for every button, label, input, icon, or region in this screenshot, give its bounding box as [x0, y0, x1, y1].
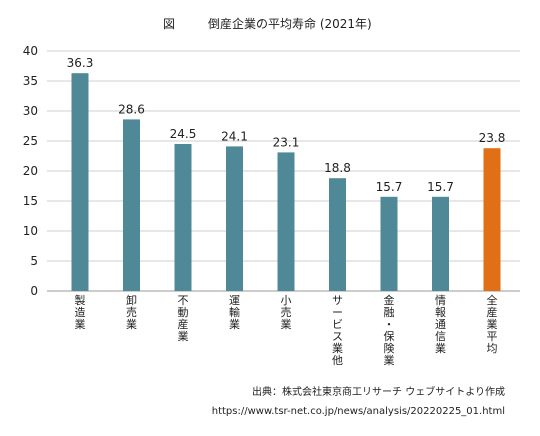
x-category-label: 小売業	[281, 294, 292, 331]
source-text: 出典：株式会社東京商工リサーチ ウェブサイトより作成	[252, 385, 505, 398]
bar	[174, 144, 192, 291]
y-tick-label: 20	[23, 164, 38, 178]
bar-value-label: 23.8	[479, 131, 506, 145]
bar-value-label: 23.1	[273, 135, 300, 149]
x-category-label: 金融・保険業	[384, 293, 395, 367]
bar-value-label: 15.7	[376, 180, 403, 194]
x-category-label: 全産業平均	[487, 293, 498, 355]
bar	[123, 119, 140, 292]
bar	[380, 196, 398, 291]
bar	[432, 196, 449, 291]
x-category-label: 運輸業	[229, 294, 240, 331]
bar	[226, 146, 243, 291]
chart-title: 倒産企業の平均寿命 (2021年)	[208, 16, 372, 31]
bar	[71, 73, 89, 291]
bar-value-label: 18.8	[324, 161, 351, 175]
bar-value-label: 36.3	[67, 56, 94, 70]
y-tick-label: 10	[23, 224, 38, 238]
bar	[277, 152, 295, 291]
y-axis: 0 5 10 15 20 25 30 35 40	[23, 44, 38, 298]
y-tick-label: 40	[23, 44, 38, 58]
bar-value-label: 24.5	[170, 127, 197, 141]
bar-value-label: 15.7	[427, 180, 454, 194]
x-category-label: サービス業他	[332, 294, 343, 367]
y-tick-label: 35	[23, 74, 38, 88]
x-category-label: 不動産業	[178, 294, 189, 343]
x-category-label: 情報通信業	[435, 294, 446, 355]
y-tick-label: 5	[30, 254, 38, 268]
x-category-label: 製造業	[75, 293, 86, 331]
bar-value-label: 28.6	[118, 102, 145, 116]
bars	[71, 73, 501, 292]
bar-value-label: 24.1	[221, 129, 248, 143]
y-tick-label: 30	[23, 104, 38, 118]
y-tick-label: 0	[30, 284, 38, 298]
figure-label: 図	[163, 17, 175, 31]
x-axis-labels: 製造業 卸売業 不動産業 運輸業 小売業 サービス業他 金融・保険業 情報通信業 全産業平均	[75, 293, 498, 367]
bar	[329, 178, 346, 291]
source-url: https://www.tsr-net.co.jp/news/analysis/…	[212, 406, 505, 417]
y-tick-label: 25	[23, 134, 38, 148]
bar	[483, 148, 501, 291]
y-tick-label: 15	[23, 194, 38, 208]
x-category-label: 卸売業	[126, 293, 137, 331]
data-labels: 36.3 28.6 24.5 24.1 23.1 18.8 15.7 15.7 23.8	[67, 56, 506, 194]
